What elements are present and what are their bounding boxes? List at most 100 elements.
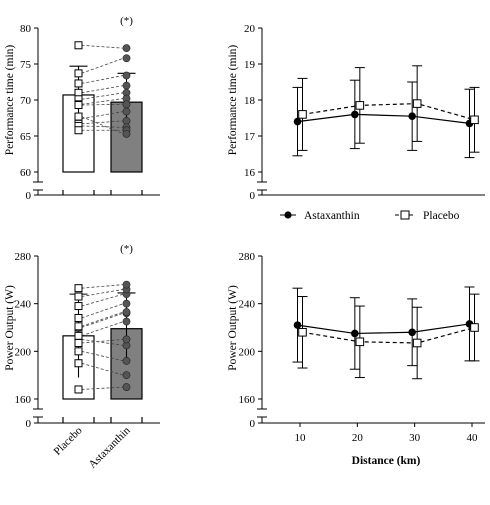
series-line-placebo: [302, 326, 475, 344]
paired-line: [81, 120, 124, 125]
x-axis-label: Distance (km): [352, 455, 421, 467]
astaxanthin-point: [408, 328, 416, 337]
series-line-astaxanthin: [297, 323, 470, 335]
y-tick-label: 0: [250, 418, 256, 430]
placebo-point: [74, 322, 83, 331]
y-tick-label: 240: [15, 299, 32, 311]
astaxanthin-point: [122, 129, 131, 138]
placebo-point: [74, 101, 83, 110]
astaxanthin-point: [122, 371, 131, 380]
paired-line: [81, 92, 124, 100]
paired-line: [81, 339, 124, 344]
placebo-point: [74, 79, 83, 88]
x-tick-label: Astaxanthin: [87, 424, 133, 470]
placebo-point: [355, 101, 365, 110]
astaxanthin-point: [122, 116, 131, 125]
series-line-placebo: [302, 102, 475, 121]
placebo-point: [74, 302, 83, 311]
y-tick-label: 280: [15, 251, 32, 263]
y-tick-label: 17: [244, 131, 256, 143]
x-tick-label: 40: [467, 432, 479, 444]
paired-line: [81, 339, 124, 346]
panel-power-output-bars: 0 160 200 240 280 Power Output (W) (*) Placebo A…: [4, 243, 160, 471]
astaxanthin-point: [122, 71, 131, 80]
paired-line: [81, 85, 124, 94]
astaxanthin-point: [122, 107, 131, 116]
placebo-point: [74, 313, 83, 322]
paired-line: [81, 75, 124, 84]
y-tick-label: 65: [20, 131, 32, 143]
placebo-point: [470, 323, 479, 332]
y-axis-label: Power Output (W): [227, 285, 239, 371]
paired-line: [81, 116, 124, 135]
panel-performance-time-bars: 0 60 65 70 75 80 Performance time (min) (*): [4, 15, 160, 202]
paired-line: [81, 303, 124, 319]
placebo-point: [355, 337, 365, 347]
placebo-point: [74, 385, 83, 394]
placebo-point: [74, 284, 83, 293]
astaxanthin-point: [122, 81, 131, 90]
paired-line: [81, 321, 124, 337]
placebo-point: [74, 112, 83, 121]
panel-power-output-lines: 0 160 200 240 280 Power Output (W) 10 20 30 40 Dis…: [227, 251, 485, 467]
x-tick-label: 20: [352, 432, 364, 444]
astaxanthin-point: [122, 280, 131, 289]
paired-line: [81, 362, 124, 376]
astaxanthin-point: [293, 321, 302, 329]
y-tick-label: 20: [244, 23, 256, 35]
placebo-point: [298, 327, 307, 337]
paired-line: [81, 284, 124, 289]
panel-performance-time-lines: 0 16 17 18 19 20 Performance time (min): [227, 23, 485, 202]
legend: Astaxanthin Placebo: [280, 210, 460, 222]
astaxanthin-point: [408, 112, 416, 120]
astaxanthin-point: [122, 356, 131, 365]
placebo-point: [74, 359, 83, 368]
y-tick-label: 160: [15, 394, 32, 406]
placebo-point: [470, 115, 479, 125]
x-tick-label: Placebo: [52, 424, 85, 457]
placebo-point: [74, 41, 83, 50]
placebo-point: [74, 338, 83, 347]
y-tick-label: 280: [239, 251, 256, 263]
y-axis-label: Performance time (min): [4, 45, 16, 156]
series-line-astaxanthin: [297, 113, 470, 124]
placebo-point: [74, 126, 83, 135]
astaxanthin-point: [351, 110, 359, 119]
significance-annotation: (*): [120, 243, 133, 255]
placebo-point: [74, 88, 83, 97]
astaxanthin-point: [122, 299, 131, 308]
y-tick-label: 0: [26, 190, 32, 202]
astaxanthin-point: [122, 317, 131, 326]
y-tick-label: 16: [244, 167, 256, 179]
astaxanthin-point: [122, 54, 131, 63]
y-tick-label: 240: [239, 299, 256, 311]
astaxanthin-point: [122, 335, 131, 344]
paired-line: [81, 350, 124, 362]
paired-line: [81, 293, 124, 307]
y-tick-label: 160: [239, 394, 256, 406]
y-tick-label: 0: [26, 418, 32, 430]
paired-line: [81, 125, 124, 128]
y-axis-label: Power Output (W): [4, 285, 16, 371]
y-axis-label: Performance time (min): [227, 45, 239, 156]
placebo-point: [412, 99, 422, 108]
astaxanthin-point: [122, 100, 131, 109]
paired-line: [81, 44, 124, 49]
paired-line: [81, 386, 124, 390]
placebo-point: [74, 347, 83, 356]
placebo-point: [74, 292, 83, 301]
paired-line: [81, 98, 124, 105]
legend-placebo-label: Placebo: [423, 210, 460, 222]
y-tick-label: 19: [244, 59, 256, 71]
y-tick-label: 0: [250, 190, 256, 202]
significance-annotation: (*): [120, 15, 133, 27]
paired-line: [81, 288, 124, 297]
astaxanthin-point: [351, 329, 359, 338]
y-tick-label: 60: [20, 167, 32, 179]
paired-line: [81, 103, 124, 106]
placebo-point: [74, 331, 83, 340]
paired-line: [81, 312, 124, 328]
legend-astaxanthin-label: Astaxanthin: [304, 210, 360, 222]
legend-placebo-marker: [400, 210, 410, 220]
